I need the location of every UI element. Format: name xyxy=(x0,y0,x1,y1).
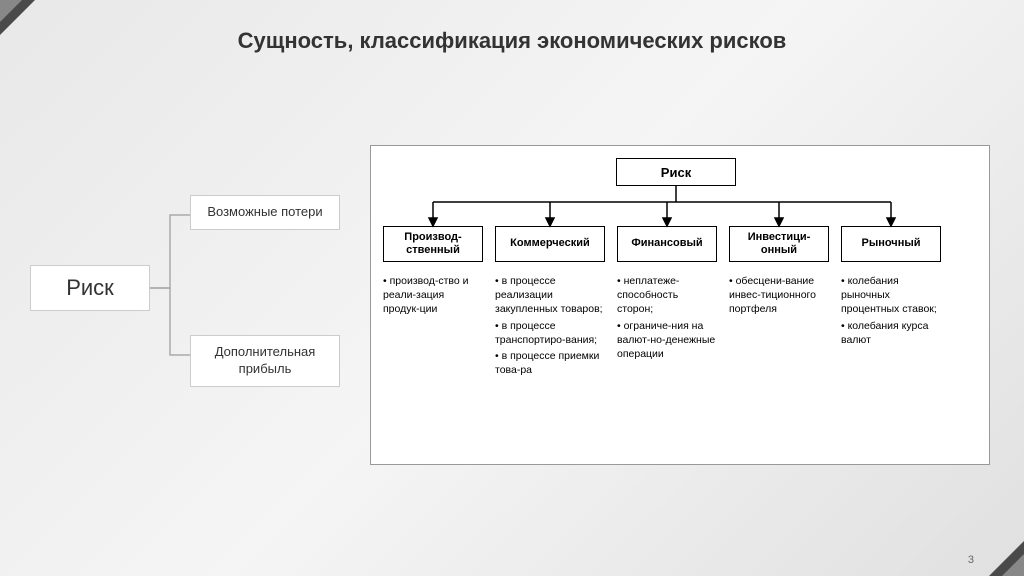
page-title: Сущность, классификация экономических ри… xyxy=(0,0,1024,54)
category-bullets-2: • неплатеже-способность сторон;• огранич… xyxy=(617,274,717,363)
category-bullets-0: • производ-ство и реали-зация продук-ции xyxy=(383,274,483,319)
category-box-2: Финансовый xyxy=(617,226,717,262)
category-bullets-1: • в процессе реализации закупленных това… xyxy=(495,274,605,379)
category-bullets-4: • колебания рыночных процентных ставок;•… xyxy=(841,274,941,349)
category-box-4: Рыночный xyxy=(841,226,941,262)
left-diagram: Риск Возможные потери Дополнительная при… xyxy=(30,185,340,395)
page-number: 3 xyxy=(968,554,974,566)
category-bullets-3: • обесцени-вание инвес-тиционного портфе… xyxy=(729,274,829,319)
right-diagram: Риск Производ-ственный• производ-ство и … xyxy=(370,145,990,465)
corner-decoration-tl xyxy=(0,0,35,35)
possible-losses-box: Возможные потери xyxy=(190,195,340,230)
risk-root-box: Риск xyxy=(30,265,150,311)
category-box-1: Коммерческий xyxy=(495,226,605,262)
category-box-0: Производ-ственный xyxy=(383,226,483,262)
additional-profit-box: Дополнительная прибыль xyxy=(190,335,340,387)
category-box-3: Инвестици-онный xyxy=(729,226,829,262)
corner-decoration-br xyxy=(989,541,1024,576)
